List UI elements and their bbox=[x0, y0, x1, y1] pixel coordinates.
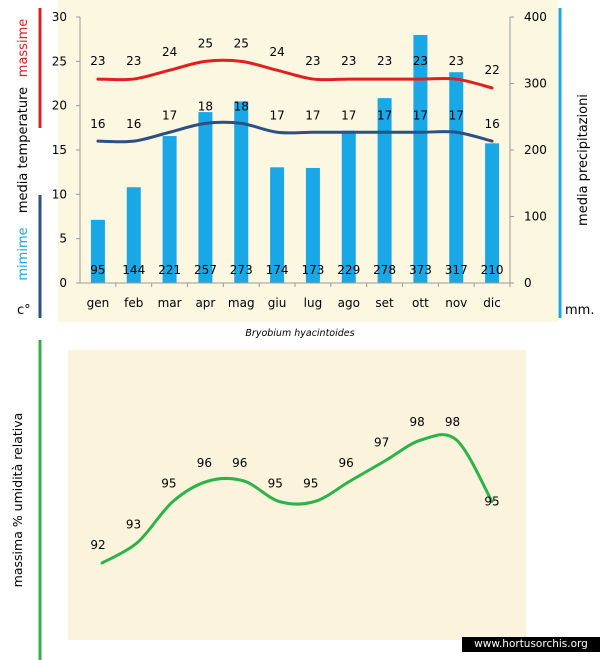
x-tick-label: ago bbox=[338, 296, 360, 310]
precip-bar bbox=[90, 219, 105, 283]
precip-data-label: 257 bbox=[194, 263, 217, 277]
minime-data-label: 17 bbox=[162, 108, 177, 122]
x-tick-label: mag bbox=[228, 296, 255, 310]
precip-data-label: 278 bbox=[373, 263, 396, 277]
minime-data-label: 17 bbox=[341, 108, 356, 122]
massime-data-label: 24 bbox=[162, 45, 177, 59]
precip-bar bbox=[270, 167, 285, 283]
precip-bar bbox=[234, 101, 249, 283]
precip-bar bbox=[413, 34, 428, 283]
precip-data-label: 210 bbox=[481, 263, 504, 277]
precip-data-label: 173 bbox=[301, 263, 324, 277]
humidity-chart-background bbox=[68, 350, 526, 640]
minime-data-label: 16 bbox=[484, 117, 499, 131]
minime-data-label: 17 bbox=[305, 108, 320, 122]
massime-label: massime bbox=[16, 19, 31, 77]
precip-bar bbox=[341, 130, 356, 283]
precip-bar bbox=[126, 187, 141, 283]
left-tick-label: 5 bbox=[59, 232, 67, 246]
precip-bar bbox=[377, 98, 392, 283]
media-temperature-label: media temperature bbox=[16, 87, 31, 213]
massime-data-label: 23 bbox=[341, 54, 356, 68]
x-tick-label: set bbox=[375, 296, 394, 310]
humidity-data-label: 95 bbox=[161, 477, 176, 491]
minime-data-label: 17 bbox=[269, 108, 284, 122]
left-tick-label: 30 bbox=[52, 10, 67, 24]
minime-label: mimime bbox=[16, 227, 31, 280]
massime-data-label: 25 bbox=[198, 36, 213, 50]
x-tick-label: feb bbox=[124, 296, 143, 310]
humidity-axis-label: massima % umidità relativa bbox=[10, 413, 25, 588]
species-caption: Bryobium hyacintoides bbox=[245, 328, 354, 339]
massime-data-label: 23 bbox=[449, 54, 464, 68]
humidity-line bbox=[100, 433, 494, 565]
x-tick-label: ott bbox=[412, 296, 429, 310]
left-tick-label: 10 bbox=[52, 187, 67, 201]
massime-data-label: 23 bbox=[413, 54, 428, 68]
right-tick-label: 300 bbox=[524, 77, 547, 91]
x-tick-label: lug bbox=[304, 296, 323, 310]
humidity-data-label: 98 bbox=[445, 415, 460, 429]
precip-bar bbox=[449, 72, 464, 283]
precip-bar bbox=[305, 167, 320, 283]
minime-data-label: 16 bbox=[90, 117, 105, 131]
left-tick-label: 25 bbox=[52, 54, 67, 68]
minime-data-label: 17 bbox=[449, 108, 464, 122]
precip-data-label: 95 bbox=[90, 263, 105, 277]
minime-data-label: 17 bbox=[413, 108, 428, 122]
x-tick-label: gen bbox=[87, 296, 110, 310]
massime-line bbox=[96, 58, 494, 90]
massime-data-label: 22 bbox=[484, 63, 499, 77]
right-tick-label: 400 bbox=[524, 10, 547, 24]
humidity-data-label: 96 bbox=[339, 456, 354, 470]
precip-data-label: 317 bbox=[445, 263, 468, 277]
precip-data-label: 273 bbox=[230, 263, 253, 277]
humidity-data-label: 96 bbox=[232, 456, 247, 470]
precip-bar bbox=[162, 136, 177, 283]
right-tick-label: 100 bbox=[524, 210, 547, 224]
x-tick-label: giu bbox=[268, 296, 287, 310]
massime-data-label: 23 bbox=[377, 54, 392, 68]
x-tick-label: dic bbox=[483, 296, 501, 310]
left-tick-label: 0 bbox=[59, 276, 67, 290]
x-tick-label: apr bbox=[195, 296, 215, 310]
massime-data-label: 24 bbox=[269, 45, 284, 59]
minime-data-label: 18 bbox=[234, 99, 249, 113]
humidity-data-label: 95 bbox=[484, 495, 499, 509]
mm-unit-label: mm. bbox=[565, 303, 594, 318]
precip-data-label: 229 bbox=[337, 263, 360, 277]
massime-data-label: 25 bbox=[234, 36, 249, 50]
celsius-unit-label: c° bbox=[17, 303, 31, 318]
humidity-data-label: 98 bbox=[409, 415, 424, 429]
humidity-data-label: 96 bbox=[197, 456, 212, 470]
precip-data-label: 144 bbox=[122, 263, 145, 277]
massime-data-label: 23 bbox=[90, 54, 105, 68]
precip-data-label: 221 bbox=[158, 263, 181, 277]
watermark: www.hortusorchis.org bbox=[462, 637, 600, 652]
minime-line bbox=[96, 120, 494, 144]
x-tick-label: mar bbox=[158, 296, 182, 310]
left-tick-label: 20 bbox=[52, 99, 67, 113]
x-tick-label: nov bbox=[445, 296, 467, 310]
minime-data-label: 16 bbox=[126, 117, 141, 131]
precip-data-label: 174 bbox=[266, 263, 289, 277]
right-tick-label: 200 bbox=[524, 143, 547, 157]
humidity-data-label: 97 bbox=[374, 436, 389, 450]
minime-data-label: 18 bbox=[198, 99, 213, 113]
precip-data-label: 373 bbox=[409, 263, 432, 277]
left-tick-label: 15 bbox=[52, 143, 67, 157]
minime-data-label: 17 bbox=[377, 108, 392, 122]
humidity-data-label: 93 bbox=[126, 518, 141, 532]
massime-data-label: 23 bbox=[126, 54, 141, 68]
massime-data-label: 23 bbox=[305, 54, 320, 68]
right-tick-label: 0 bbox=[524, 276, 532, 290]
precip-bar bbox=[198, 112, 213, 283]
precipitazioni-label: media precipitazioni bbox=[576, 94, 591, 226]
precip-bar bbox=[485, 143, 500, 283]
humidity-data-label: 92 bbox=[90, 538, 105, 552]
humidity-data-label: 95 bbox=[303, 477, 318, 491]
humidity-data-label: 95 bbox=[268, 477, 283, 491]
